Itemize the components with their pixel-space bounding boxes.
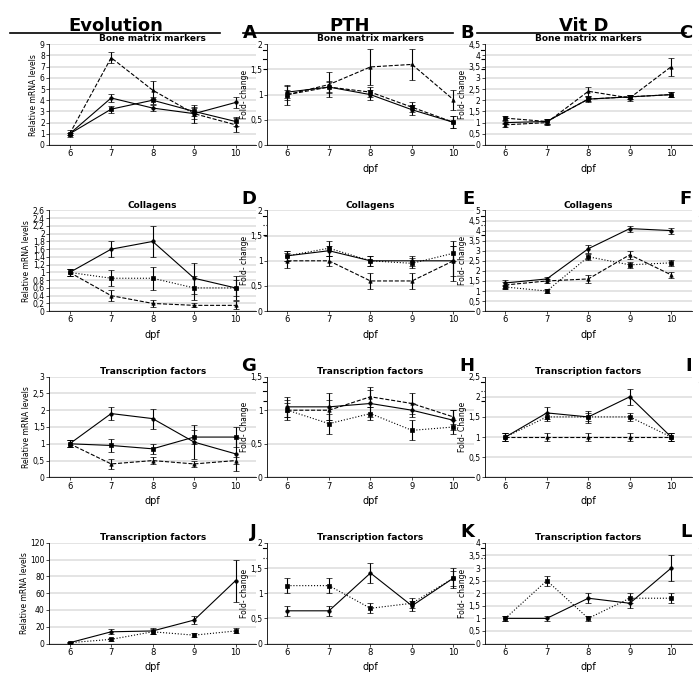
Legend: dlx5a, dlx6a, osx: dlx5a, dlx6a, osx	[261, 377, 303, 407]
Title: Bone matrix markers: Bone matrix markers	[535, 35, 642, 44]
X-axis label: dpf: dpf	[363, 330, 378, 340]
Legend: col1a1, col1a2, col10a1: col1a1, col1a2, col10a1	[478, 210, 530, 241]
X-axis label: dpf: dpf	[145, 662, 161, 672]
Legend: col1a1, col1a2, col10a1: col1a1, col1a2, col10a1	[261, 210, 312, 241]
Text: D: D	[241, 191, 257, 208]
Legend: bglap, sparc, spp1: bglap, sparc, spp1	[478, 44, 521, 75]
Text: E: E	[462, 191, 474, 208]
Title: Transcription factors: Transcription factors	[535, 367, 642, 376]
X-axis label: dpf: dpf	[580, 662, 596, 672]
Legend: dlx5a, dlx6a, osx: dlx5a, dlx6a, osx	[696, 377, 699, 407]
X-axis label: dpf: dpf	[363, 496, 378, 506]
Text: G: G	[241, 357, 257, 375]
Y-axis label: Fold- change: Fold- change	[240, 70, 249, 119]
Text: H: H	[459, 357, 474, 375]
Text: C: C	[679, 25, 692, 42]
Y-axis label: Relative mRNA levels: Relative mRNA levels	[22, 386, 31, 468]
Text: K: K	[461, 523, 474, 541]
Y-axis label: Fold- change: Fold- change	[240, 236, 249, 285]
Y-axis label: Relative mRNA levels: Relative mRNA levels	[22, 220, 31, 302]
Title: Bone matrix markers: Bone matrix markers	[317, 35, 424, 44]
Legend: pth1a, runx2b: pth1a, runx2b	[478, 543, 527, 564]
Y-axis label: Fold- Change: Fold- Change	[458, 402, 467, 452]
Legend: col1a1, col1a2, col10a1: col1a1, col1a2, col10a1	[696, 210, 699, 241]
Title: Collagens: Collagens	[128, 201, 178, 210]
Title: Collagens: Collagens	[346, 201, 395, 210]
Legend: pth1a, runx2b: pth1a, runx2b	[696, 543, 699, 564]
X-axis label: dpf: dpf	[145, 330, 161, 340]
Y-axis label: Fold- change: Fold- change	[458, 70, 467, 119]
Y-axis label: Relative mRNA levels: Relative mRNA levels	[29, 54, 38, 136]
Title: Transcription factors: Transcription factors	[99, 367, 206, 376]
X-axis label: dpf: dpf	[580, 496, 596, 506]
Title: Collagens: Collagens	[563, 201, 613, 210]
Text: B: B	[461, 25, 474, 42]
Y-axis label: Relative mRNA levels: Relative mRNA levels	[20, 552, 29, 634]
Title: Transcription factors: Transcription factors	[317, 367, 424, 376]
Legend: dlx5a, dlx6a, osx: dlx5a, dlx6a, osx	[478, 377, 521, 407]
Legend: bglap, sparc, spp1: bglap, sparc, spp1	[261, 44, 304, 75]
Title: Transcription factors: Transcription factors	[535, 533, 642, 542]
Y-axis label: Fold- change: Fold- change	[458, 236, 467, 285]
X-axis label: dpf: dpf	[363, 163, 378, 174]
X-axis label: dpf: dpf	[580, 330, 596, 340]
Text: Evolution: Evolution	[68, 17, 163, 35]
Y-axis label: Fold- Change: Fold- Change	[240, 402, 249, 452]
Y-axis label: Fold- change: Fold- change	[458, 569, 467, 618]
Text: J: J	[250, 523, 257, 541]
Text: F: F	[679, 191, 692, 208]
Legend: bglap, sparc, spp1: bglap, sparc, spp1	[696, 44, 699, 75]
Text: L: L	[681, 523, 692, 541]
X-axis label: dpf: dpf	[363, 662, 378, 672]
Legend: pth1a, runx2b: pth1a, runx2b	[261, 543, 309, 564]
Y-axis label: Fold- change: Fold- change	[240, 569, 249, 618]
Text: Vit D: Vit D	[559, 17, 608, 35]
X-axis label: dpf: dpf	[145, 496, 161, 506]
X-axis label: dpf: dpf	[580, 163, 596, 174]
Title: Transcription factors: Transcription factors	[99, 533, 206, 542]
Title: Transcription factors: Transcription factors	[317, 533, 424, 542]
Text: I: I	[686, 357, 692, 375]
Title: Bone matrix markers: Bone matrix markers	[99, 35, 206, 44]
Text: A: A	[243, 25, 257, 42]
Text: PTH: PTH	[329, 17, 370, 35]
